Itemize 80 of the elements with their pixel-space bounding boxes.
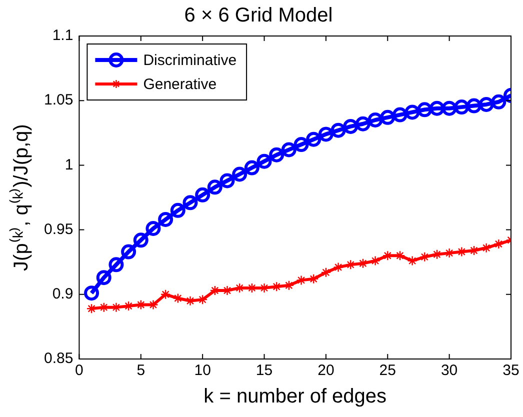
point [478,96,494,112]
point [207,180,222,195]
point [318,126,334,142]
point [468,245,480,256]
point [343,118,358,134]
x-tick-label: 15 [256,362,273,380]
point [346,260,356,270]
point [170,202,186,218]
point [111,302,122,312]
legend-label: Discriminative [143,52,237,70]
x-tick-label: 0 [75,362,84,380]
y-tick-label: 0.85 [44,350,74,368]
point [296,275,306,286]
point [407,256,418,266]
point [98,302,109,312]
point [86,304,97,314]
point [136,300,146,310]
point [259,282,270,294]
point [284,280,294,290]
chart-title: 6 × 6 Grid Model [184,4,333,27]
point [466,98,482,114]
point [333,262,344,272]
x-tick-label: 10 [194,362,211,380]
point [281,142,296,158]
point [172,293,183,304]
x-tick-label: 5 [136,362,146,380]
point [133,232,148,248]
point [380,110,396,125]
point [232,166,248,182]
y-axis-title: J(p⁽ᵏ⁾, q⁽ᵏ⁾)/J(p,q) [8,124,33,271]
y-tick-label: 1 [64,156,74,174]
point [368,112,383,128]
point [256,154,272,169]
point [330,122,346,138]
legend-label: Generative [143,76,217,94]
point [429,100,444,116]
point [320,267,332,278]
point [84,286,100,301]
point [96,270,112,286]
point [108,257,124,272]
y-tick-label: 0.95 [44,220,74,238]
point [148,300,158,310]
point [382,250,393,261]
point [491,94,506,110]
point [160,289,171,300]
y-tick-label: 1.1 [52,27,74,44]
x-tick-label: 20 [318,362,334,380]
x-tick-label: 25 [379,362,396,380]
point [392,107,408,122]
point [158,212,174,227]
point [234,282,245,294]
point [494,238,504,250]
point [454,100,470,115]
point [294,137,309,152]
point [456,246,467,257]
point [146,221,161,236]
point [195,187,210,202]
point [444,248,454,258]
point [481,242,492,253]
point [269,147,284,162]
point [222,285,232,296]
x-tick-label: 30 [440,362,458,380]
point [394,250,406,261]
point [182,195,198,210]
point [442,100,457,116]
point [308,274,319,284]
point [404,104,420,120]
x-axis-title: k = number of edges [204,386,387,408]
y-tick-label: 1.05 [44,92,74,109]
point [121,244,136,260]
point [220,173,235,188]
point [420,252,430,262]
point [355,116,370,132]
point [244,160,260,176]
y-tick-label: 0.9 [52,286,74,303]
point [306,132,322,147]
point [185,296,196,306]
point [417,102,432,118]
x-tick-label: 35 [502,362,520,380]
point [370,256,380,266]
